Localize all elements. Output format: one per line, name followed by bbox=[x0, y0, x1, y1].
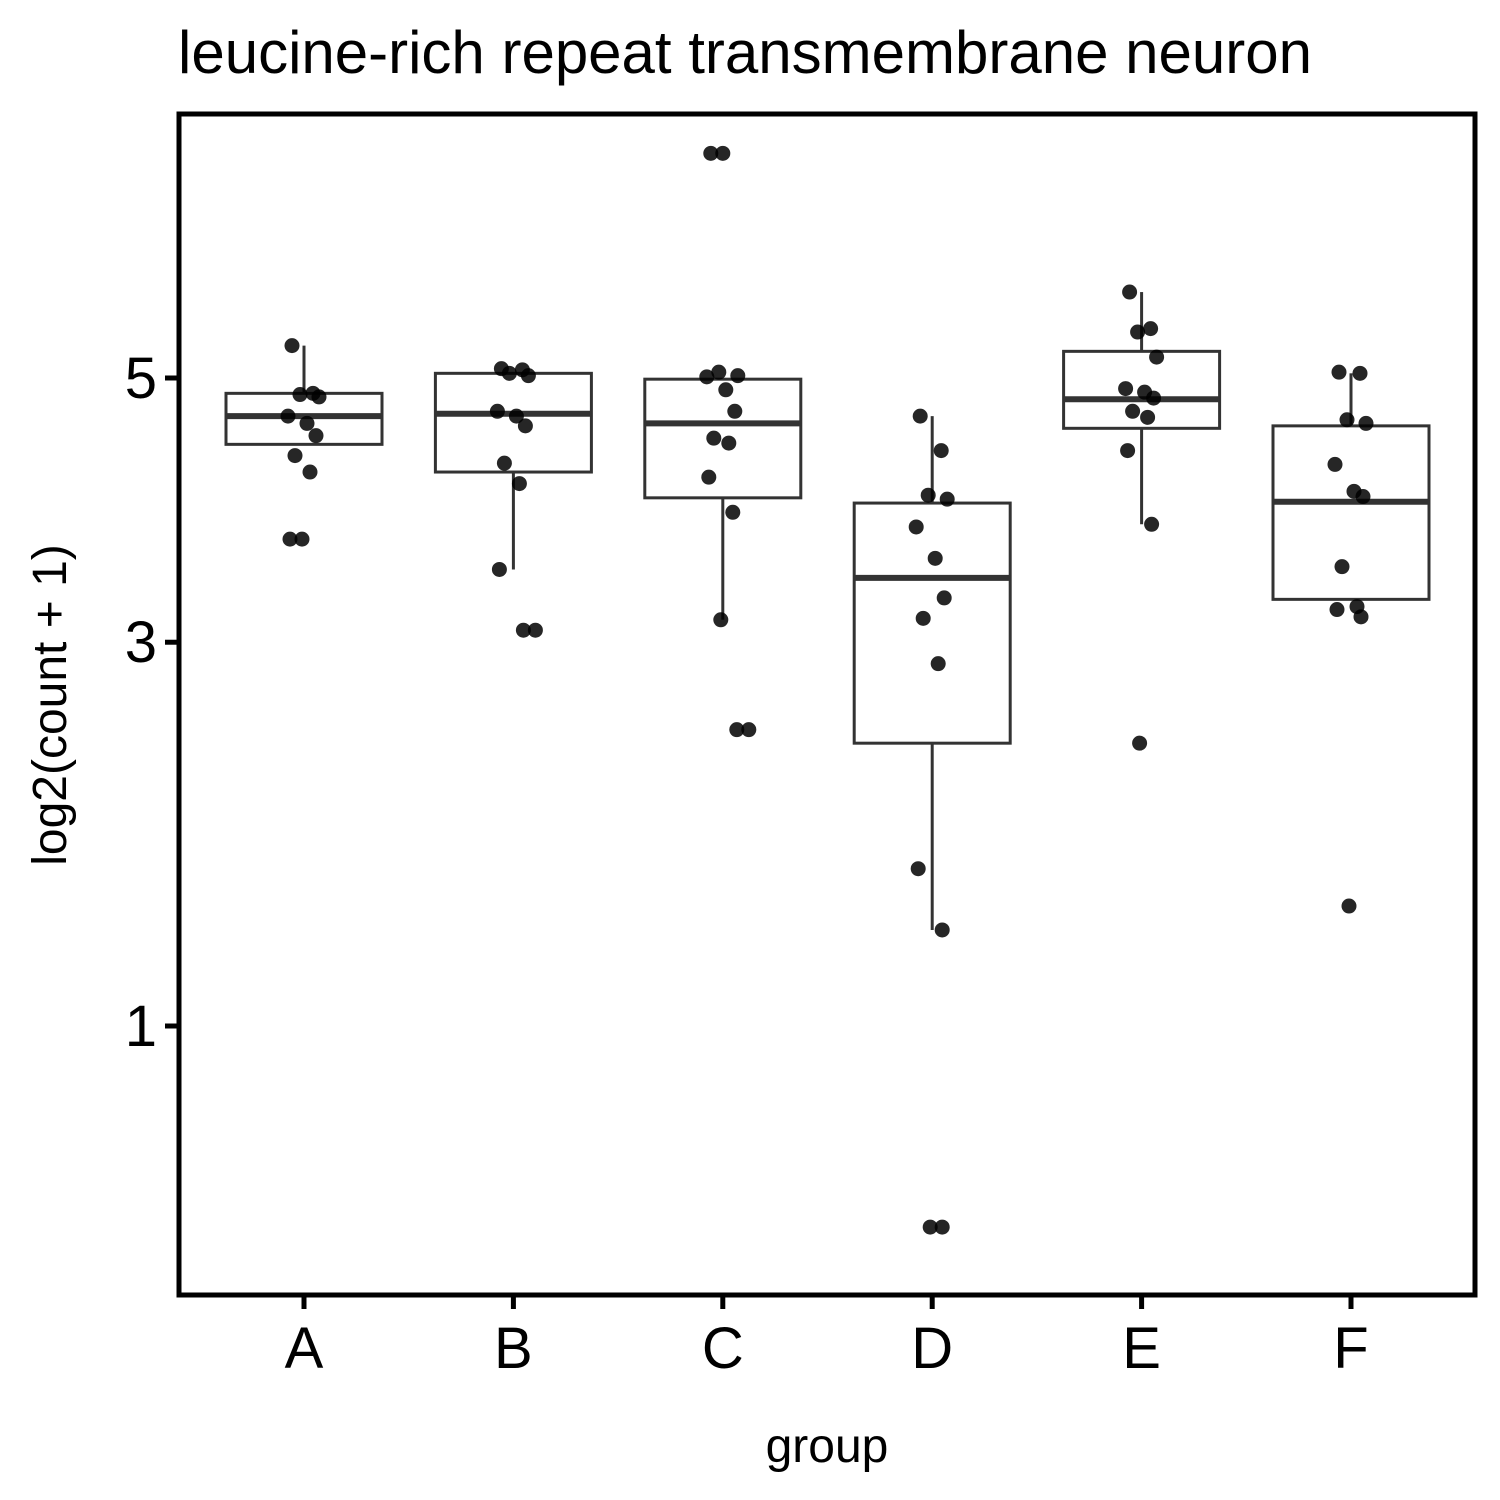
data-point bbox=[934, 922, 950, 938]
data-point bbox=[520, 368, 536, 384]
data-point bbox=[280, 408, 296, 424]
box-group-F bbox=[1271, 373, 1431, 601]
data-point bbox=[508, 408, 524, 424]
data-point bbox=[1334, 559, 1350, 575]
points-A bbox=[280, 338, 327, 547]
data-point bbox=[1140, 409, 1156, 425]
data-point bbox=[489, 403, 505, 419]
data-point bbox=[527, 622, 543, 638]
data-point bbox=[1329, 602, 1345, 618]
data-point bbox=[311, 389, 327, 405]
data-point bbox=[741, 722, 757, 738]
data-point bbox=[933, 443, 949, 459]
data-point bbox=[699, 369, 715, 385]
data-point bbox=[727, 403, 743, 419]
x-tick-label: E bbox=[1122, 1316, 1161, 1381]
x-tick-label: A bbox=[285, 1316, 324, 1381]
data-point bbox=[1130, 324, 1146, 340]
data-point bbox=[1331, 364, 1347, 380]
chart-title: leucine-rich repeat transmembrane neuron bbox=[178, 19, 1312, 86]
data-point bbox=[939, 491, 955, 507]
box bbox=[1271, 424, 1431, 601]
data-point bbox=[715, 145, 731, 161]
data-point bbox=[920, 487, 936, 503]
data-point bbox=[1339, 412, 1355, 428]
data-point bbox=[511, 476, 527, 492]
data-point bbox=[1120, 443, 1136, 459]
data-point bbox=[703, 145, 719, 161]
data-point bbox=[501, 365, 517, 381]
x-tick-label: D bbox=[911, 1316, 953, 1381]
axes: 1 3 5 A B C D E F bbox=[125, 346, 1369, 1381]
data-point bbox=[721, 435, 737, 451]
x-axis-title: group bbox=[766, 1420, 889, 1473]
data-point bbox=[496, 455, 512, 471]
data-point bbox=[284, 338, 300, 354]
box bbox=[643, 377, 803, 500]
x-tick-label: F bbox=[1333, 1316, 1368, 1381]
y-tick-label: 5 bbox=[125, 346, 157, 411]
data-point bbox=[718, 382, 734, 398]
box bbox=[852, 501, 1012, 745]
y-tick-label: 3 bbox=[125, 610, 157, 675]
data-point bbox=[912, 408, 928, 424]
points-C bbox=[699, 145, 757, 738]
data-point bbox=[294, 531, 310, 547]
data-point bbox=[1143, 321, 1159, 337]
data-point bbox=[725, 504, 741, 520]
data-point bbox=[1146, 390, 1162, 406]
data-point bbox=[1353, 609, 1369, 625]
data-point bbox=[908, 519, 924, 535]
x-tick-label: C bbox=[702, 1316, 744, 1381]
points-F bbox=[1327, 364, 1374, 914]
data-point bbox=[730, 368, 746, 384]
data-point bbox=[930, 656, 946, 672]
points-D bbox=[908, 408, 955, 1235]
data-point bbox=[922, 1219, 938, 1235]
data-point bbox=[910, 861, 926, 877]
box-group-D bbox=[852, 416, 1012, 930]
data-point bbox=[1352, 365, 1368, 381]
data-point bbox=[711, 364, 727, 380]
points-B bbox=[489, 361, 543, 638]
data-point bbox=[713, 612, 729, 628]
data-point bbox=[1341, 898, 1357, 914]
data-point bbox=[934, 1219, 950, 1235]
box-group-E bbox=[1062, 292, 1222, 525]
data-point bbox=[1327, 456, 1343, 472]
data-point bbox=[282, 531, 298, 547]
data-point bbox=[1358, 415, 1374, 431]
plot-area bbox=[224, 145, 1431, 1235]
data-point bbox=[1132, 735, 1148, 751]
data-point bbox=[302, 464, 318, 480]
data-point bbox=[517, 418, 533, 434]
points-E bbox=[1118, 284, 1165, 751]
box-group-C bbox=[643, 377, 803, 620]
data-point bbox=[729, 722, 745, 738]
data-point bbox=[706, 430, 722, 446]
data-point bbox=[1122, 284, 1138, 300]
data-point bbox=[1118, 381, 1134, 397]
data-point bbox=[287, 448, 303, 464]
data-point bbox=[915, 610, 931, 626]
box-group-B bbox=[433, 371, 593, 570]
y-axis-title: log2(count + 1) bbox=[24, 544, 77, 866]
x-tick-label: B bbox=[494, 1316, 533, 1381]
plot-frame bbox=[176, 111, 1478, 1298]
data-point bbox=[1144, 516, 1160, 532]
data-point bbox=[701, 469, 717, 485]
data-point bbox=[927, 550, 943, 566]
data-point bbox=[292, 387, 308, 403]
y-tick-label: 1 bbox=[125, 994, 157, 1059]
data-point bbox=[1125, 403, 1141, 419]
data-point bbox=[515, 622, 531, 638]
data-point bbox=[936, 590, 952, 606]
data-point bbox=[1355, 489, 1371, 505]
data-point bbox=[299, 415, 315, 431]
data-point bbox=[491, 561, 507, 577]
data-point bbox=[308, 428, 324, 444]
data-point bbox=[1149, 349, 1165, 365]
